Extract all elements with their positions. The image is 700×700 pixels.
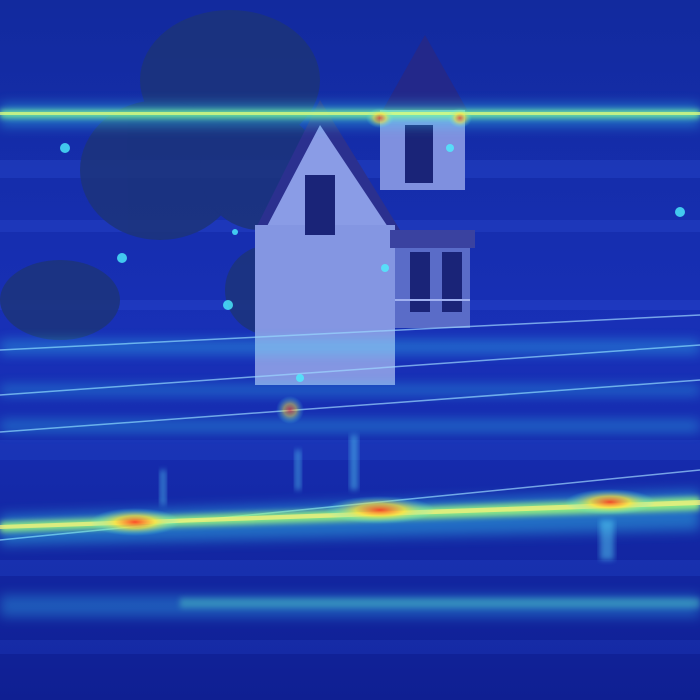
house-window-front — [305, 175, 335, 235]
hotspot — [276, 396, 304, 424]
hotspot — [325, 496, 435, 524]
vertical-streaks — [160, 435, 614, 560]
heat-band-lower — [0, 595, 700, 617]
house-porch-roof — [390, 230, 475, 248]
speckles — [60, 143, 685, 382]
mid-bands — [0, 340, 700, 432]
hotspot — [448, 108, 472, 128]
hotspot — [565, 489, 655, 515]
heat-band-top — [0, 104, 700, 126]
hotspot — [90, 508, 180, 536]
hotspot — [366, 108, 394, 128]
house — [255, 35, 475, 385]
house-front-wall — [255, 225, 395, 385]
house-roof-back — [380, 35, 470, 115]
house-window-upper — [405, 125, 433, 183]
hotspots — [90, 108, 655, 536]
